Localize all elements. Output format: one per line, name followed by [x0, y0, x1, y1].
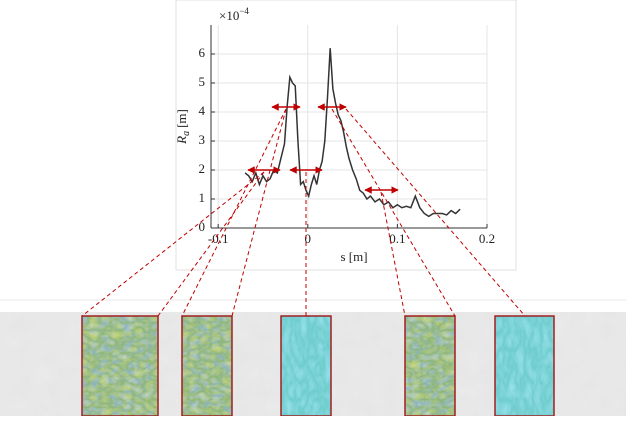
figure-frame: [176, 0, 516, 270]
y-label-subscript: a: [181, 131, 192, 136]
y-tick-label: 6: [199, 45, 206, 60]
figure: 0123456-0.100.10.2×10−4Ra[m]s [m]: [0, 0, 626, 416]
patch: [182, 316, 232, 416]
patch: [82, 316, 158, 416]
y-label-symbol: R: [174, 136, 189, 145]
x-axis-label: s [m]: [340, 249, 367, 264]
multiplier-exponent: −4: [239, 6, 249, 16]
y-tick-label: 2: [199, 161, 206, 176]
x-tick-label: 0.1: [389, 231, 405, 246]
patch: [405, 316, 455, 416]
patch: [281, 316, 331, 416]
x-tick-label: 0.2: [479, 231, 495, 246]
y-label-unit: [m]: [174, 109, 189, 128]
patch: [495, 316, 554, 416]
y-tick-label: 3: [199, 132, 206, 147]
multiplier-base: ×10: [219, 8, 239, 23]
y-tick-label: 4: [199, 103, 206, 118]
y-tick-label: 5: [199, 74, 206, 89]
y-tick-label: 1: [199, 190, 206, 205]
